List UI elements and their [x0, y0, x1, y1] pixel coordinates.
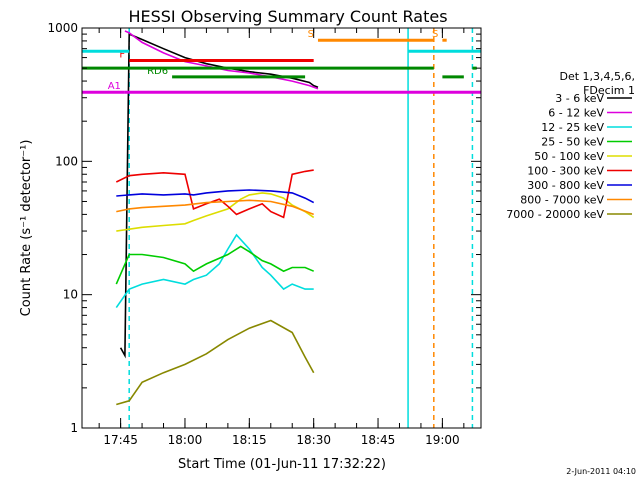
legend: Det 1,3,4,5,6,FDecim 13 - 6 keV 6 - 12 ke… [506, 70, 635, 221]
x-tick-label-4: 18:45 [361, 433, 396, 447]
series-line-2 [115, 233, 314, 309]
x-axis-label: Start Time (01-Jun-11 17:32:22) [178, 457, 386, 472]
series-line-5 [115, 169, 314, 219]
x-tick-label-1: 18:00 [168, 433, 203, 447]
legend-label-7: 800 - 7000 keV [520, 194, 604, 207]
series-line-6 [116, 189, 315, 204]
legend-header-1: FDecim 1 [583, 84, 635, 97]
legend-header-0: Det 1,3,4,5,6, [559, 70, 635, 83]
chart-title: HESSI Observing Summary Count Rates [128, 7, 447, 26]
flag-bar-label-8: RD6 [147, 66, 168, 77]
flag-bar-label-0: F [119, 50, 125, 61]
x-tick-label-5: 19:00 [425, 433, 460, 447]
y-tick-label-2: 100 [55, 154, 78, 168]
legend-label-1: 6 - 12 keV [548, 107, 604, 120]
flag-bar-label-9: A0 [65, 81, 78, 92]
footer-timestamp: 2-Jun-2011 04:10 [566, 467, 636, 476]
legend-label-2: 12 - 25 keV [541, 121, 604, 134]
legend-label-5: 100 - 300 keV [527, 165, 604, 178]
legend-label-8: 7000 - 20000 keV [506, 208, 604, 221]
x-tick-label-0: 17:45 [103, 433, 138, 447]
series-line-8 [116, 319, 315, 406]
flag-bar-label-1: S [308, 29, 314, 40]
flag-bar-label-10: A1 [108, 81, 121, 92]
y-tick-label-0: 1 [70, 421, 78, 435]
series-line-3 [115, 245, 315, 285]
plot-frame [81, 27, 482, 429]
series-line-7 [116, 199, 314, 216]
legend-label-6: 300 - 800 keV [527, 179, 604, 192]
legend-label-3: 25 - 50 keV [541, 136, 604, 149]
y-axis-label: Count Rate (s⁻¹ detector⁻¹) [19, 140, 34, 317]
y-tick-label-1: 10 [63, 288, 78, 302]
legend-label-0: 3 - 6 keV [555, 92, 604, 105]
series-line-4 [116, 192, 315, 232]
flag-bar-label-2: S [432, 29, 438, 40]
x-tick-label-3: 18:30 [296, 433, 331, 447]
y-tick-label-3: 1000 [47, 21, 78, 35]
legend-label-4: 50 - 100 keV [534, 150, 604, 163]
x-tick-label-2: 18:15 [232, 433, 267, 447]
